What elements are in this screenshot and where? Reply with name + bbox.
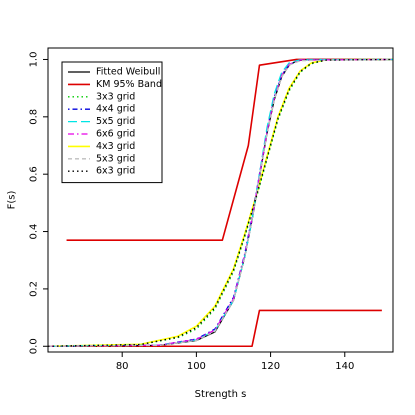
y-tick-label: 0.2 [29, 281, 40, 297]
x-tick-label: 140 [335, 361, 354, 372]
legend-label: 5x5 grid [96, 116, 135, 127]
legend-label: Fitted Weibull [96, 67, 160, 78]
y-axis-title: F(s) [7, 191, 18, 210]
axes-layer: 80 100 120 140 0.0 0.2 0.4 0.6 0.8 1.0 [29, 52, 355, 372]
y-tick-label: 1.0 [29, 52, 40, 68]
series-line-5x3-grid [47, 58, 394, 347]
series-line-km-lower-band [66, 309, 382, 348]
legend-label: KM 95% Band [96, 79, 162, 90]
legend-label: 4x3 grid [96, 141, 135, 152]
series-layer [47, 58, 394, 348]
legend-label: 4x4 grid [96, 104, 135, 115]
y-tick-label: 0.6 [29, 166, 40, 182]
legend-label: 6x6 grid [96, 129, 135, 140]
x-axis-title: Strength s [195, 389, 247, 400]
legend-label: 3x3 grid [96, 91, 135, 102]
x-tick-label: 120 [261, 361, 280, 372]
series-line-5x5-grid [47, 58, 394, 347]
legend-label: 6x3 grid [96, 166, 135, 177]
y-tick-label: 0.0 [29, 338, 40, 354]
x-tick-label: 100 [187, 361, 206, 372]
legend-label: 5x3 grid [96, 153, 135, 164]
y-tick-label: 0.4 [29, 224, 40, 240]
series-line-6x6-grid [47, 58, 394, 347]
y-tick-label: 0.8 [29, 109, 40, 125]
legend-box [61, 61, 163, 184]
plot-frame [47, 47, 394, 353]
x-tick-label: 80 [116, 361, 129, 372]
